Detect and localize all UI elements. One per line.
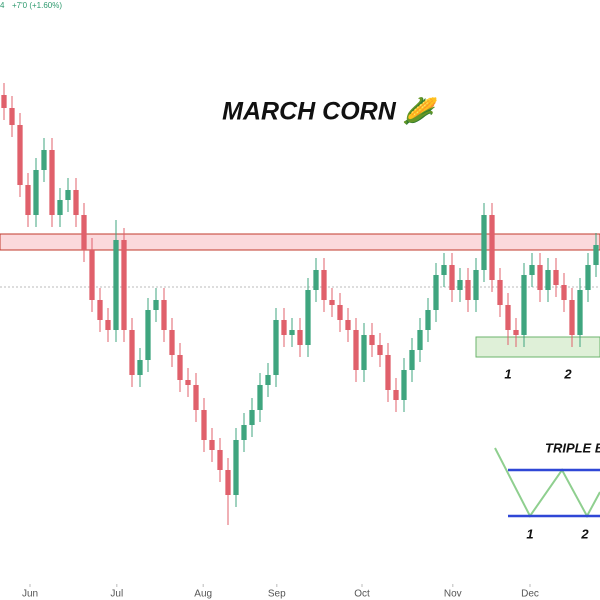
candle-body xyxy=(537,265,543,290)
candle-body xyxy=(193,385,199,410)
candle-body xyxy=(545,270,551,290)
resistance-zone xyxy=(0,233,600,251)
x-tick-label: Jul xyxy=(110,589,123,600)
candle-body xyxy=(97,300,103,320)
candle-body xyxy=(505,305,511,330)
candle-body xyxy=(241,425,247,440)
candle-body xyxy=(1,95,7,108)
candle-body xyxy=(433,275,439,310)
candle-body xyxy=(89,250,95,300)
x-tick-label: Dec xyxy=(521,589,539,600)
candle-body xyxy=(521,275,527,335)
inset-title: TRIPLE BO xyxy=(545,440,600,455)
candle-body xyxy=(33,170,39,215)
x-tick-label: Jun xyxy=(22,589,38,600)
candle-body xyxy=(209,440,215,450)
candle-body xyxy=(41,150,47,170)
candle-body xyxy=(57,200,63,215)
candle-body xyxy=(273,320,279,375)
candle-body xyxy=(353,330,359,370)
inset-label: 1 xyxy=(526,526,533,541)
candle-body xyxy=(161,300,167,330)
candle-body xyxy=(17,125,23,185)
candle-body xyxy=(281,320,287,335)
candle-body xyxy=(225,470,231,495)
bottom-label: 2 xyxy=(563,366,572,381)
candle-body xyxy=(385,355,391,390)
candle-body xyxy=(65,190,71,200)
candle-body xyxy=(257,385,263,410)
x-tick-label: Nov xyxy=(444,589,462,600)
candle-body xyxy=(153,300,159,310)
candle-body xyxy=(401,370,407,400)
inset-diagram: TRIPLE BO 1 2 xyxy=(494,440,600,541)
candle-body xyxy=(441,265,447,275)
candle-body xyxy=(177,355,183,380)
candle-body xyxy=(169,330,175,355)
inset-zigzag xyxy=(494,447,600,519)
candle-body xyxy=(369,335,375,345)
header-change: +7'0 (+1.60%) xyxy=(12,1,62,10)
candle-body xyxy=(129,330,135,375)
candle-body xyxy=(585,265,591,290)
candle-body xyxy=(145,310,151,360)
candle-body xyxy=(417,330,423,350)
candle-body xyxy=(329,300,335,305)
candle-body xyxy=(457,280,463,290)
candle-body xyxy=(425,310,431,330)
candle-body xyxy=(393,390,399,400)
candle-body xyxy=(561,285,567,300)
candle-body xyxy=(249,410,255,425)
candle-body xyxy=(473,270,479,300)
candle-body xyxy=(289,330,295,335)
candle-body xyxy=(465,280,471,300)
candle-body xyxy=(345,320,351,330)
candle-body xyxy=(137,360,143,375)
candle-body xyxy=(577,290,583,335)
candle-body xyxy=(377,345,383,355)
support-zone xyxy=(475,336,600,358)
candle-body xyxy=(497,280,503,305)
candle-body xyxy=(529,265,535,275)
candle-body xyxy=(569,300,575,335)
candle-body xyxy=(361,335,367,370)
candle-body xyxy=(265,375,271,385)
candle-body xyxy=(73,190,79,215)
candle-body xyxy=(297,330,303,345)
chart-title: MARCH CORN 🌽 xyxy=(222,96,439,126)
candle-body xyxy=(185,380,191,385)
candle-body xyxy=(49,150,55,215)
candle-body xyxy=(9,108,15,125)
candle-body xyxy=(593,245,599,265)
bottom-label: 1 xyxy=(504,366,511,381)
candle-body xyxy=(489,215,495,280)
candle-body xyxy=(121,240,127,330)
candle-body xyxy=(481,215,487,270)
inset-label: 2 xyxy=(580,526,589,541)
candle-body xyxy=(321,270,327,300)
candle-body xyxy=(553,270,559,285)
header-fragment: 4 xyxy=(0,1,5,10)
candle-body xyxy=(449,265,455,290)
candle-body xyxy=(105,320,111,330)
x-tick-label: Sep xyxy=(268,589,286,600)
candle-body xyxy=(337,305,343,320)
candle-body xyxy=(25,185,31,215)
candle-body xyxy=(81,215,87,250)
candle-body xyxy=(113,240,119,330)
candle-body xyxy=(513,330,519,335)
candle-body xyxy=(409,350,415,370)
x-tick-label: Oct xyxy=(354,589,370,600)
candle-body xyxy=(233,440,239,495)
candle-body xyxy=(305,290,311,345)
candle-body xyxy=(217,450,223,470)
plot: Jun Jul Aug Sep Oct Nov Dec 1 2 xyxy=(0,83,600,600)
candle-body xyxy=(313,270,319,290)
candle-body xyxy=(201,410,207,440)
x-tick-label: Aug xyxy=(194,589,212,600)
